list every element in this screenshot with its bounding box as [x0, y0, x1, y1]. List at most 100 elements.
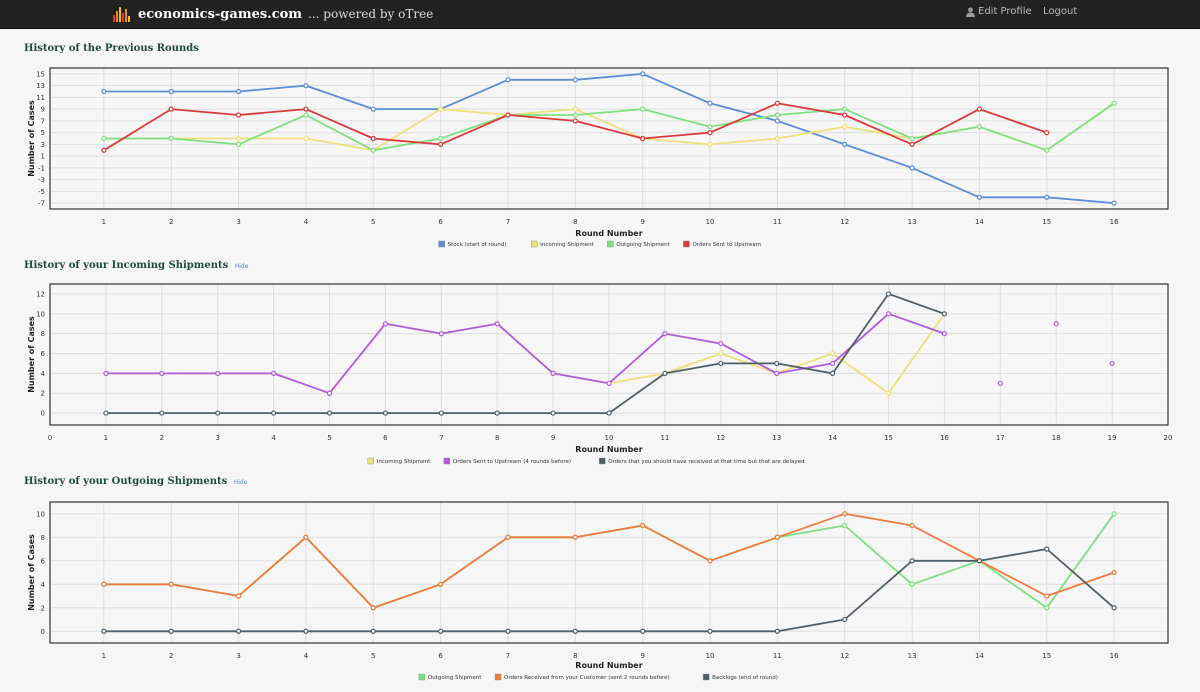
data-point-orders_upstream	[976, 106, 983, 112]
legend-label: Incoming Shipment	[377, 459, 431, 465]
data-point-stock	[909, 165, 915, 171]
data-point-backlogs	[101, 628, 107, 634]
x-tick-label: 14	[975, 652, 984, 660]
data-point-outgoing	[1111, 100, 1117, 106]
x-tick-label: 14	[975, 218, 984, 226]
data-point-incoming	[829, 350, 836, 357]
site-name[interactable]: economics-games.com	[138, 6, 303, 22]
brand[interactable]: economics-games.com ... powered by oTree	[112, 4, 433, 24]
data-point-orders_4back	[326, 390, 333, 396]
previous-rounds-chart: 1 2 3 4 5 6 7 8 9 10 11 12 13 14 15 1615131197531-1-3-5…	[27, 67, 1169, 248]
data-point-customer_orders	[101, 581, 107, 587]
y-tick-label: -1	[38, 164, 45, 172]
data-point-customer_orders	[909, 522, 915, 529]
x-tick-label: 8	[573, 652, 577, 660]
y-tick-label: 8	[41, 534, 45, 542]
x-tick-label: 7	[439, 434, 443, 442]
x-tick-label: 15	[884, 434, 893, 442]
data-point-stock	[370, 106, 376, 112]
x-tick-label: 13	[908, 652, 917, 660]
x-tick-label: 1	[102, 218, 106, 226]
y-tick-label: 4	[41, 370, 46, 378]
legend-label: Orders that you should have received at …	[608, 459, 804, 465]
y-tick-label: 12	[36, 290, 45, 298]
data-point-delayed	[606, 410, 612, 416]
y-tick-label: 8	[41, 330, 45, 338]
x-tick-label: 3	[236, 218, 240, 226]
logout-link[interactable]: Logout	[1043, 6, 1078, 17]
data-point-orders_4back	[774, 370, 780, 376]
hide-outgoing-link[interactable]: Hide	[233, 479, 248, 486]
y-tick-label: 2	[41, 604, 45, 612]
data-point-orders_upstream	[101, 147, 107, 153]
data-point-backlogs	[572, 628, 578, 634]
y-tick-label: -7	[38, 200, 45, 208]
x-tick-label: 11	[773, 652, 782, 660]
y-tick-label: 7	[41, 117, 45, 125]
y-tick-label: 15	[36, 70, 45, 78]
data-point-orders_4back	[438, 331, 444, 337]
legend-label: Backlogs (end of round)	[712, 675, 778, 681]
x-tick-label: 11	[660, 434, 669, 442]
data-point-delayed	[718, 360, 724, 367]
data-point-orders_4back	[718, 340, 724, 347]
y-tick-label: 10	[36, 510, 45, 518]
data-point-stock	[168, 88, 174, 95]
data-point-orders_4back	[550, 370, 556, 376]
data-point-backlogs	[640, 628, 646, 634]
x-tick-label: 2	[169, 218, 173, 226]
data-point-backlogs	[505, 628, 511, 634]
data-point-delayed	[550, 410, 556, 416]
data-point-outgoing	[101, 135, 107, 142]
data-point-orders_4back	[997, 380, 1003, 386]
x-tick-label: 4	[271, 434, 276, 442]
data-point-delayed	[271, 410, 277, 416]
x-tick-label: 4	[304, 652, 309, 660]
data-point-orders_upstream	[707, 130, 713, 136]
data-point-delayed	[941, 311, 948, 317]
plot-frame	[49, 501, 1169, 644]
data-point-incoming	[438, 106, 444, 112]
x-tick-label: 12	[840, 652, 849, 660]
data-point-delayed	[103, 410, 109, 416]
data-point-customer_orders	[1044, 593, 1050, 599]
outgoing-title: History of your Outgoing Shipments Hide	[24, 476, 247, 487]
legend-label: Orders Received from your Customer (sent…	[504, 675, 670, 681]
data-point-backlogs	[438, 628, 444, 634]
x-tick-label: 4	[304, 218, 309, 226]
x-tick-label: 20	[1164, 434, 1173, 442]
data-point-customer_orders	[168, 581, 174, 587]
y-tick-label: 11	[36, 94, 45, 102]
data-point-outgoing	[303, 112, 309, 118]
data-point-outgoing	[1111, 511, 1117, 517]
data-point-orders_upstream	[842, 112, 848, 118]
legend-swatch-backlogs	[702, 673, 710, 681]
x-tick-label: 1	[102, 652, 106, 660]
data-point-orders_4back	[885, 311, 892, 317]
data-point-orders_upstream	[1044, 130, 1050, 136]
data-point-delayed	[774, 360, 780, 367]
data-point-backlogs	[1111, 605, 1117, 611]
plot-frame	[49, 67, 1169, 210]
data-point-orders_4back	[159, 370, 165, 376]
edit-profile-link[interactable]: Edit Profile	[966, 6, 1032, 17]
data-point-delayed	[159, 410, 165, 416]
legend-swatch-incoming	[367, 457, 374, 465]
data-point-incoming	[842, 124, 848, 130]
series-line-backlogs	[103, 548, 1115, 633]
data-point-orders_upstream	[909, 141, 915, 147]
previous-rounds-title-text: History of the Previous Rounds	[24, 43, 199, 54]
y-axis-label: Number of Cases	[27, 316, 36, 393]
legend-swatch-incoming	[531, 240, 538, 248]
x-tick-label: 0	[48, 434, 52, 442]
x-tick-label: 9	[640, 652, 644, 660]
data-point-orders_4back	[215, 370, 221, 376]
data-point-orders_4back	[1109, 360, 1115, 367]
x-tick-label: 10	[706, 652, 715, 660]
legend-swatch-delayed	[599, 457, 606, 465]
data-point-customer_orders	[572, 534, 578, 540]
hide-incoming-link[interactable]: Hide	[234, 263, 249, 270]
y-tick-label: -5	[38, 188, 45, 196]
data-point-customer_orders	[707, 558, 713, 564]
incoming-title-text: History of your Incoming Shipments	[24, 260, 229, 271]
